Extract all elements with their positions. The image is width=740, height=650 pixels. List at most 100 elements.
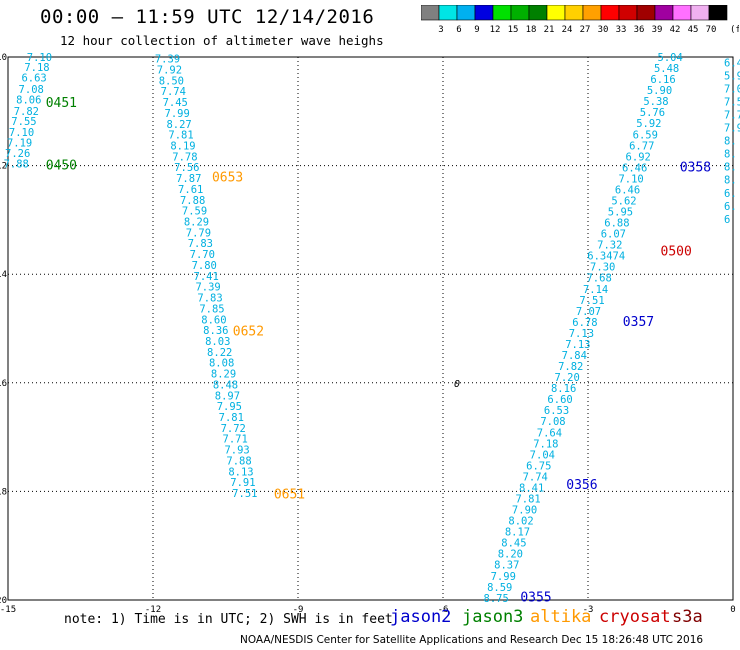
swh-value: 7.26 bbox=[5, 148, 30, 160]
swh-value: 7.70 bbox=[190, 249, 215, 261]
swh-value: 8.08 bbox=[209, 358, 234, 370]
colorbar-label: 30 bbox=[598, 25, 609, 35]
swh-value: 8.50 bbox=[159, 75, 184, 87]
swh-value: 6.60 bbox=[547, 394, 572, 406]
swh-value: 7.87 bbox=[176, 173, 201, 185]
legend-jason3: jason3 bbox=[462, 607, 524, 627]
swh-value: 7.18 bbox=[24, 62, 49, 74]
swh-value: 7.88 bbox=[4, 158, 29, 170]
x-tick-label: -3 bbox=[583, 605, 594, 615]
swh-value: 7.18 bbox=[533, 438, 558, 450]
swh-value: 5.62 bbox=[611, 195, 636, 207]
swh-value: 5.04 bbox=[658, 52, 683, 64]
swh-value: 7.08 bbox=[19, 84, 44, 96]
swh-value: 7.10 bbox=[9, 127, 34, 139]
pass-time-label: 0355 bbox=[520, 591, 551, 606]
swh-value: 6.59 bbox=[633, 129, 658, 141]
colorbar bbox=[421, 5, 728, 21]
swh-value: 6.4 bbox=[724, 57, 740, 69]
swh-value: 8.20 bbox=[498, 549, 523, 561]
swh-value: 7.41 bbox=[194, 271, 219, 283]
origin-marker: 0 bbox=[454, 379, 460, 390]
swh-value: 8.45 bbox=[501, 538, 526, 550]
pass-time-label: 0450 bbox=[46, 159, 77, 174]
swh-value: 7.61 bbox=[178, 184, 203, 196]
y-tick-label: -16 bbox=[0, 379, 7, 389]
pass-time-label: 0500 bbox=[661, 244, 692, 259]
swh-value: 8. bbox=[724, 162, 737, 174]
colorbar-cell bbox=[708, 5, 728, 21]
swh-value: 7.51 bbox=[232, 488, 257, 500]
swh-value: 7.10 bbox=[27, 52, 52, 64]
colorbar-label: 21 bbox=[544, 25, 555, 35]
swh-value: 7.20 bbox=[555, 372, 580, 384]
swh-value: 7.85 bbox=[199, 303, 224, 315]
swh-value: 8.02 bbox=[508, 516, 533, 528]
swh-value: 5.9 bbox=[724, 70, 740, 82]
swh-value: 8.48 bbox=[213, 379, 238, 391]
colorbar-label: 6 bbox=[456, 25, 461, 35]
swh-value: 7.9 bbox=[724, 123, 740, 135]
swh-value: 8.13 bbox=[228, 466, 253, 478]
swh-value: 7.72 bbox=[221, 423, 246, 435]
swh-value: 6.53 bbox=[544, 405, 569, 417]
map-subtitle: 12 hour collection of altimeter wave hei… bbox=[60, 33, 384, 48]
y-tick-label: -12 bbox=[0, 162, 7, 172]
swh-value: 5.38 bbox=[643, 96, 668, 108]
swh-value: 8.97 bbox=[215, 390, 240, 402]
swh-value: 7.82 bbox=[558, 361, 583, 373]
swh-value: 7.93 bbox=[224, 445, 249, 457]
colorbar-label: 33 bbox=[616, 25, 627, 35]
swh-value: 8.22 bbox=[207, 347, 232, 359]
swh-value: 7.07 bbox=[576, 306, 601, 318]
swh-value: 7.81 bbox=[219, 412, 244, 424]
swh-value: 8.37 bbox=[494, 560, 519, 572]
swh-value: 7.10 bbox=[618, 173, 643, 185]
swh-value: 7.88 bbox=[226, 455, 251, 467]
x-tick-label: -9 bbox=[293, 605, 304, 615]
swh-value: 7.79 bbox=[186, 227, 211, 239]
swh-value: 7.68 bbox=[586, 273, 611, 285]
swh-value: 8.16 bbox=[551, 383, 576, 395]
swh-value: 8.60 bbox=[201, 314, 226, 326]
footer-credit: NOAA/NESDIS Center for Satellite Applica… bbox=[240, 634, 704, 646]
swh-value: 7.13 bbox=[569, 328, 594, 340]
pass-time-label: 0356 bbox=[566, 478, 597, 493]
swh-value: 7.74 bbox=[161, 86, 186, 98]
pass-time-label: 0651 bbox=[274, 488, 305, 503]
legend-s3a: s3a bbox=[672, 607, 703, 627]
x-tick-label: -12 bbox=[145, 605, 161, 615]
colorbar-label: 18 bbox=[526, 25, 537, 35]
colorbar-label: 36 bbox=[634, 25, 645, 35]
swh-value: 7.08 bbox=[540, 416, 565, 428]
swh-value: 8.27 bbox=[166, 119, 191, 131]
map-frame bbox=[7, 56, 734, 601]
swh-value: 6.88 bbox=[604, 218, 629, 230]
legend-cryosat: cryosat bbox=[599, 607, 671, 627]
swh-value: 7.14 bbox=[583, 284, 608, 296]
swh-value: 8.41 bbox=[519, 482, 544, 494]
swh-value: 7.59 bbox=[182, 206, 207, 218]
colorbar-label: 45 bbox=[688, 25, 699, 35]
swh-value: 6.77 bbox=[629, 140, 654, 152]
swh-value: 7.74 bbox=[523, 471, 548, 483]
y-tick-label: -20 bbox=[0, 596, 7, 606]
swh-value: 6.46 bbox=[615, 184, 640, 196]
swh-value: 7.84 bbox=[562, 350, 587, 362]
pass-time-label: 0358 bbox=[680, 161, 711, 176]
swh-value: 5.92 bbox=[636, 118, 661, 130]
colorbar-label: 9 bbox=[474, 25, 479, 35]
swh-value: 6.3474 bbox=[587, 251, 625, 263]
swh-value: 7.99 bbox=[491, 571, 516, 583]
swh-value: 7.92 bbox=[157, 64, 182, 76]
swh-value: 6. bbox=[724, 188, 737, 200]
swh-value: 8.29 bbox=[184, 217, 209, 229]
swh-value: 7.83 bbox=[188, 238, 213, 250]
legend-jason2: jason2 bbox=[390, 607, 452, 627]
swh-value: 8.17 bbox=[505, 527, 530, 539]
swh-value: 8.19 bbox=[170, 141, 195, 153]
swh-value: 7.32 bbox=[597, 240, 622, 252]
pass-time-label: 0653 bbox=[212, 170, 243, 185]
swh-value: 5.90 bbox=[647, 85, 672, 97]
